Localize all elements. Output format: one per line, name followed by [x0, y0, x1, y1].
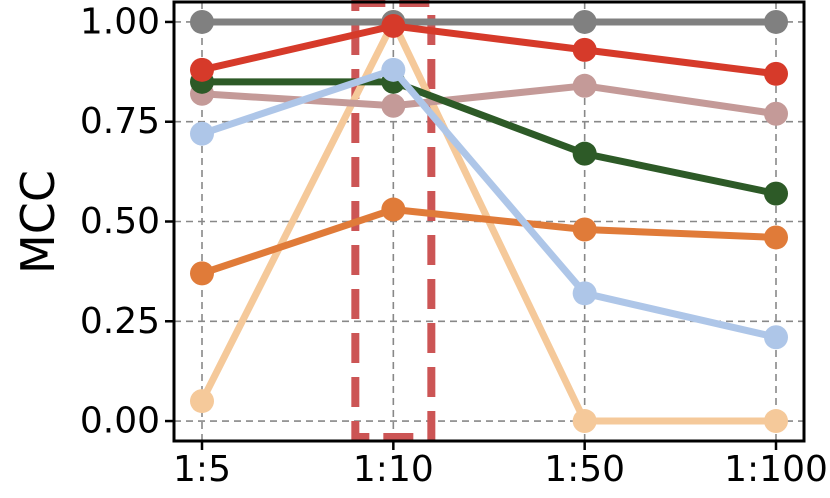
series-point — [572, 37, 597, 62]
series-point — [381, 93, 406, 118]
series-point — [764, 225, 788, 250]
y-tick-label: 0.75 — [80, 101, 160, 142]
x-tick-label: 1:100 — [724, 449, 828, 490]
series-point — [764, 9, 788, 34]
series-point — [190, 57, 214, 82]
series-point — [381, 57, 406, 82]
series-point — [190, 261, 214, 286]
axis-ticks: 0.00 0.25 0.50 0.75 1.00 1:5 1:10 1:50 1:100 — [80, 1, 828, 490]
series-point — [190, 389, 214, 414]
series-point — [572, 281, 597, 306]
y-axis-label: MCC — [11, 170, 65, 274]
series-point — [764, 409, 788, 434]
series-point — [190, 9, 214, 34]
series-point — [764, 101, 788, 126]
series-group — [190, 9, 788, 434]
y-tick-label: 0.00 — [80, 401, 160, 442]
series-point — [572, 141, 597, 166]
series-point — [764, 325, 788, 350]
y-tick-label: 0.25 — [80, 301, 160, 342]
series-line — [198, 206, 780, 277]
series-line — [198, 66, 780, 341]
series-point — [381, 197, 406, 222]
series-point — [572, 217, 597, 242]
series-point — [764, 181, 788, 206]
series-line — [198, 82, 780, 118]
series-point — [190, 121, 214, 146]
series-point — [381, 13, 406, 38]
x-tick-label: 1:50 — [544, 449, 625, 490]
y-tick-label: 1.00 — [80, 1, 160, 42]
y-tick-label: 0.50 — [80, 201, 160, 242]
series-point — [572, 409, 597, 434]
series-line — [198, 22, 780, 78]
series-point — [764, 61, 788, 86]
x-tick-label: 1:5 — [173, 449, 231, 490]
x-tick-label: 1:10 — [353, 449, 434, 490]
series-line — [198, 78, 780, 198]
series-point — [572, 9, 597, 34]
series-point — [572, 73, 597, 98]
